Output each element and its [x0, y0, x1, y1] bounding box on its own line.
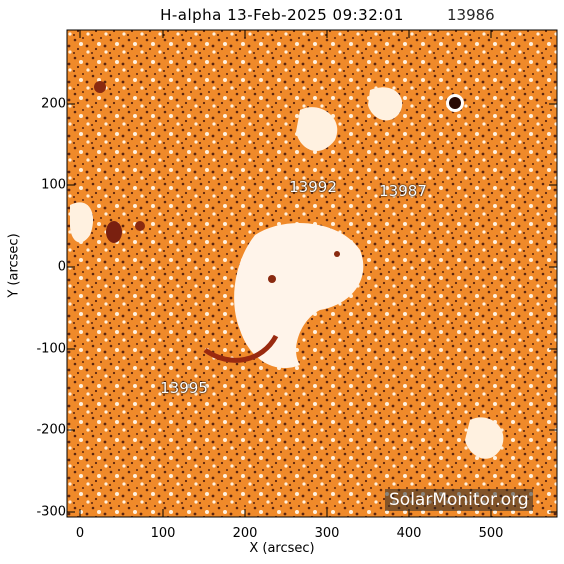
watermark-logo: SolarMonitor.org — [385, 489, 533, 511]
bright-region — [70, 202, 94, 243]
region-label: 13987 — [379, 182, 427, 200]
plot-title: H-alpha 13-Feb-2025 09:32:01 — [160, 6, 404, 24]
bright-region — [296, 107, 338, 152]
bright-region — [368, 87, 403, 121]
x-tick-label: 0 — [75, 526, 85, 541]
region-label: 13992 — [289, 178, 337, 196]
sunspot — [449, 97, 461, 109]
y-ticks — [67, 103, 557, 513]
sunspot — [106, 221, 122, 243]
filament-arc — [203, 334, 279, 363]
x-tick-label: 500 — [478, 526, 504, 541]
x-tick-label: 300 — [314, 526, 340, 541]
plot-frame — [66, 29, 558, 518]
bright-region — [234, 223, 364, 369]
x-tick-label: 100 — [150, 526, 176, 541]
region-label: 13995 — [160, 379, 208, 397]
y-axis-label: Y (arcsec) — [6, 233, 22, 298]
y-tick-label: 100 — [41, 177, 66, 193]
sunspot — [334, 251, 340, 257]
sunspot — [268, 275, 276, 283]
title-overlap-label: 13986 — [447, 6, 495, 24]
x-tick-label: 200 — [232, 526, 258, 541]
y-tick-label: -200 — [36, 422, 66, 438]
x-tick-label: 400 — [396, 526, 422, 541]
x-axis-label: X (arcsec) — [249, 541, 315, 556]
sunspot — [94, 81, 106, 93]
sunspot — [135, 221, 145, 231]
y-tick-label: -300 — [36, 504, 66, 520]
bright-region — [465, 417, 504, 459]
y-tick-label: 200 — [41, 96, 66, 112]
y-tick-label: 0 — [57, 259, 66, 275]
y-tick-label: -100 — [36, 341, 66, 357]
